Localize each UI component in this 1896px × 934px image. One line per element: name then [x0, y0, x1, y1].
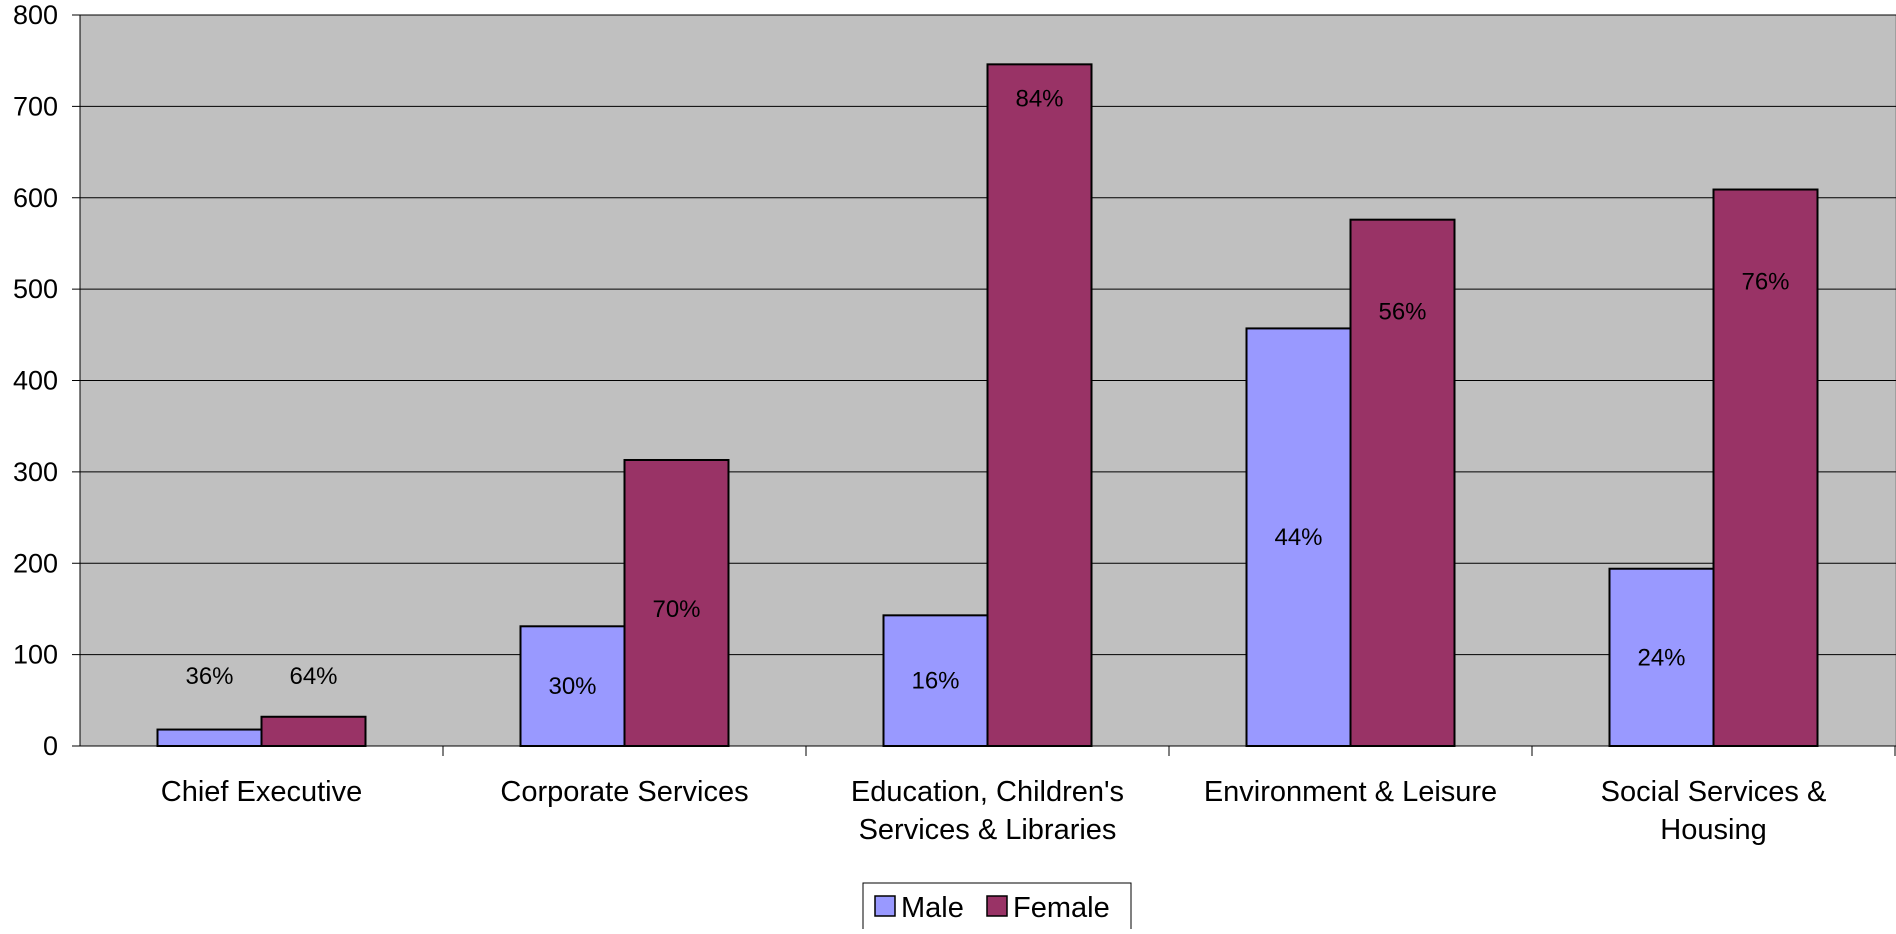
data-label: 36%	[185, 663, 233, 690]
bar-male	[156, 728, 263, 747]
y-tick-label: 100	[13, 640, 58, 670]
legend-swatch-female	[986, 895, 1008, 917]
category-label: Social Services &	[1601, 776, 1827, 808]
bar-female	[623, 458, 730, 747]
bar-female	[1712, 188, 1819, 747]
bar-male	[519, 625, 626, 748]
bar-male	[882, 614, 989, 747]
data-label: 56%	[1378, 299, 1426, 326]
category-label: Corporate Services	[500, 776, 748, 808]
legend-swatch-male	[874, 895, 896, 917]
bar-female	[260, 715, 367, 748]
y-tick-label: 400	[13, 366, 58, 396]
bar-female	[986, 63, 1093, 747]
category-label: Housing	[1660, 814, 1766, 846]
bar-female	[1349, 218, 1456, 747]
legend-label-male: Male	[901, 892, 964, 924]
y-tick-label: 0	[43, 731, 58, 761]
data-label: 70%	[652, 596, 700, 623]
data-label: 44%	[1274, 524, 1322, 551]
category-label: Chief Executive	[161, 776, 363, 808]
bar-male	[1245, 327, 1352, 747]
category-label: Environment & Leisure	[1204, 776, 1497, 808]
bar-male	[1608, 567, 1715, 747]
y-tick-label: 700	[13, 91, 58, 121]
data-label: 64%	[289, 663, 337, 690]
category-label: Education, Children's	[851, 776, 1124, 808]
data-label: 84%	[1015, 85, 1063, 112]
category-label: Services & Libraries	[859, 814, 1117, 846]
y-tick-label: 300	[13, 457, 58, 487]
y-tick-label: 600	[13, 183, 58, 213]
data-label: 16%	[911, 668, 959, 695]
y-tick-label: 500	[13, 274, 58, 304]
data-label: 24%	[1637, 644, 1685, 671]
y-tick-label: 800	[13, 0, 58, 30]
data-label: 30%	[548, 673, 596, 700]
legend-label-female: Female	[1013, 892, 1110, 924]
data-label: 76%	[1741, 269, 1789, 296]
y-tick-label: 200	[13, 548, 58, 578]
